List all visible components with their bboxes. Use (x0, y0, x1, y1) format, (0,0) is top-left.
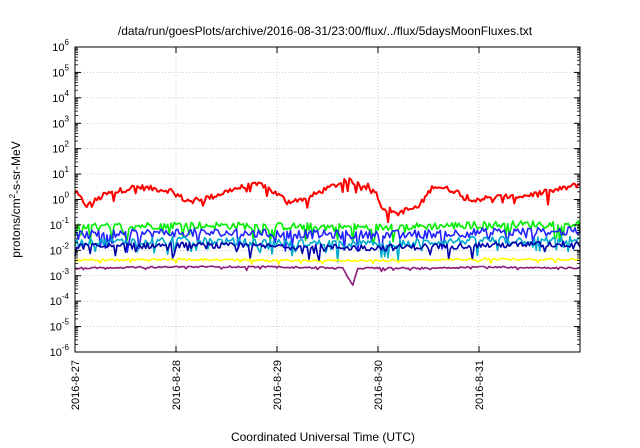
y-tick-label: 10-4 (50, 292, 70, 308)
series-line (74, 257, 581, 266)
series-line (74, 240, 581, 262)
y-tick-label: 103 (52, 114, 69, 130)
x-tick-label: 2016-8-28 (171, 360, 183, 410)
x-tick-label: 2016-8-31 (474, 360, 486, 410)
y-tick-label: 10-1 (50, 216, 70, 232)
y-tick-label: 10-3 (50, 267, 70, 283)
series-layer (74, 177, 581, 287)
x-tick-label: 2016-8-29 (272, 360, 284, 410)
series-line (74, 235, 581, 263)
y-tick-label: 105 (52, 63, 69, 79)
series-line (74, 226, 581, 256)
x-tick-label: 2016-8-30 (373, 360, 385, 410)
y-tick-label: 10-5 (50, 318, 70, 334)
y-tick-label: 106 (52, 38, 69, 54)
chart-title: /data/run/goesPlots/archive/2016-08-31/2… (118, 24, 533, 38)
y-tick-label: 10-6 (50, 343, 70, 359)
x-tick-label: 2016-8-27 (70, 360, 82, 410)
x-axis-label: Coordinated Universal Time (UTC) (231, 430, 415, 444)
y-tick-label: 10-2 (50, 241, 70, 257)
axes: 10-6 10-5 10-4 10-3 10-2 10-1 100 101 102 103 104 1… (50, 38, 580, 410)
y-tick-label: 100 (52, 191, 69, 207)
series-line (74, 177, 581, 224)
series-line (74, 265, 581, 287)
series-line (74, 220, 581, 244)
y-tick-label: 102 (52, 140, 69, 156)
y-tick-label: 104 (52, 89, 69, 105)
y-axis-label: protons/cm2-s-sr-MeV (8, 141, 23, 257)
y-tick-label: 101 (52, 165, 69, 181)
